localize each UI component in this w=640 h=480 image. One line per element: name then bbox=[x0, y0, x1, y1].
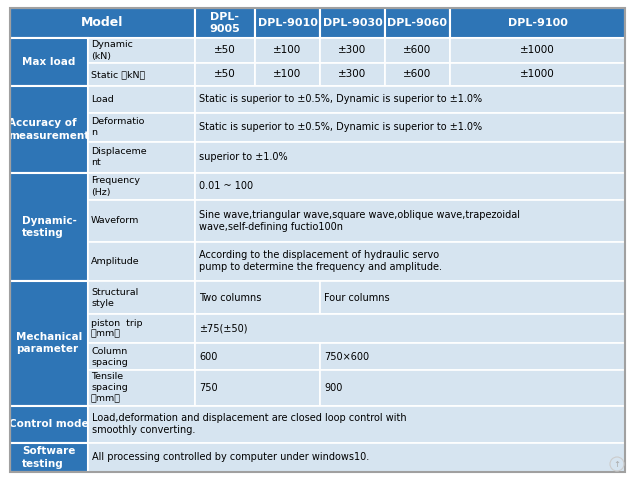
Bar bbox=[320, 38, 385, 63]
Bar bbox=[255, 63, 320, 86]
Text: Deformatio
n: Deformatio n bbox=[91, 117, 145, 137]
Bar bbox=[320, 343, 625, 370]
Text: 750×600: 750×600 bbox=[324, 352, 369, 362]
Bar bbox=[88, 173, 195, 200]
Text: Static is superior to ±0.5%, Dynamic is superior to ±1.0%: Static is superior to ±0.5%, Dynamic is … bbox=[199, 122, 482, 132]
Text: According to the displacement of hydraulic servo
pump to determine the frequency: According to the displacement of hydraul… bbox=[199, 250, 442, 273]
Text: Amplitude: Amplitude bbox=[91, 257, 140, 266]
Bar bbox=[88, 343, 195, 370]
Bar bbox=[88, 38, 195, 63]
Text: Tensile
spacing
（mm）: Tensile spacing （mm） bbox=[91, 372, 128, 404]
Bar bbox=[195, 86, 625, 113]
Text: Two columns: Two columns bbox=[199, 293, 261, 302]
Bar bbox=[195, 142, 625, 173]
Text: Displaceme
nt: Displaceme nt bbox=[91, 147, 147, 168]
Text: Four columns: Four columns bbox=[324, 293, 390, 302]
Bar bbox=[88, 370, 195, 406]
Bar bbox=[88, 86, 195, 113]
Text: Software
testing: Software testing bbox=[22, 446, 76, 468]
Bar bbox=[88, 142, 195, 173]
Text: Control mode: Control mode bbox=[9, 419, 89, 429]
Bar bbox=[255, 8, 320, 38]
Bar bbox=[195, 314, 625, 343]
Text: DPL-9060: DPL-9060 bbox=[387, 18, 447, 28]
Bar bbox=[195, 173, 625, 200]
Text: ±75(±50): ±75(±50) bbox=[199, 324, 248, 334]
Bar bbox=[385, 8, 450, 38]
Text: 900: 900 bbox=[324, 383, 342, 393]
Bar bbox=[88, 63, 195, 86]
Bar bbox=[320, 8, 385, 38]
Bar bbox=[195, 200, 625, 241]
Text: Static is superior to ±0.5%, Dynamic is superior to ±1.0%: Static is superior to ±0.5%, Dynamic is … bbox=[199, 94, 482, 104]
Text: Static （kN）: Static （kN） bbox=[91, 70, 145, 79]
Text: ±50: ±50 bbox=[214, 46, 236, 56]
Text: 750: 750 bbox=[199, 383, 218, 393]
Bar bbox=[450, 8, 625, 38]
Text: ±600: ±600 bbox=[403, 69, 431, 79]
Bar bbox=[450, 63, 625, 86]
Bar bbox=[195, 241, 625, 281]
Bar bbox=[385, 63, 450, 86]
Bar bbox=[10, 173, 88, 281]
Bar bbox=[195, 113, 625, 142]
Bar bbox=[10, 38, 88, 86]
Text: All processing controlled by computer under windows10.: All processing controlled by computer un… bbox=[92, 453, 369, 462]
Bar bbox=[320, 281, 625, 314]
Text: superior to ±1.0%: superior to ±1.0% bbox=[199, 153, 287, 162]
Text: Mechanical
parameter: Mechanical parameter bbox=[16, 332, 82, 354]
Bar bbox=[195, 8, 255, 38]
Bar bbox=[10, 8, 195, 38]
Bar bbox=[255, 38, 320, 63]
Text: Load,deformation and displacement are closed loop control with
smoothly converti: Load,deformation and displacement are cl… bbox=[92, 413, 406, 435]
Bar bbox=[320, 63, 385, 86]
Bar bbox=[10, 281, 88, 406]
Text: Model: Model bbox=[81, 16, 124, 29]
Bar bbox=[450, 38, 625, 63]
Text: Structural
style: Structural style bbox=[91, 288, 138, 308]
Bar bbox=[385, 38, 450, 63]
Text: ±100: ±100 bbox=[273, 69, 301, 79]
Text: Sine wave,triangular wave,square wave,oblique wave,trapezoidal
wave,self-definin: Sine wave,triangular wave,square wave,ob… bbox=[199, 210, 520, 232]
Text: DPL-9030: DPL-9030 bbox=[323, 18, 382, 28]
Text: DPL-
9005: DPL- 9005 bbox=[210, 12, 241, 34]
Bar bbox=[88, 113, 195, 142]
Text: ±100: ±100 bbox=[273, 46, 301, 56]
Bar bbox=[10, 406, 88, 443]
Bar bbox=[10, 86, 88, 173]
Bar bbox=[88, 281, 195, 314]
Text: 600: 600 bbox=[199, 352, 218, 362]
Bar bbox=[195, 281, 320, 314]
Bar bbox=[88, 443, 625, 472]
Text: ±50: ±50 bbox=[214, 69, 236, 79]
Text: DPL-9010: DPL-9010 bbox=[257, 18, 317, 28]
Bar bbox=[195, 63, 255, 86]
Text: Load: Load bbox=[91, 95, 114, 104]
Text: Max load: Max load bbox=[22, 57, 76, 67]
Bar bbox=[88, 200, 195, 241]
Text: DPL-9100: DPL-9100 bbox=[508, 18, 568, 28]
Text: ±300: ±300 bbox=[339, 46, 367, 56]
Text: Frequency
(Hz): Frequency (Hz) bbox=[91, 177, 140, 196]
Bar bbox=[88, 314, 195, 343]
Text: Dynamic
(kN): Dynamic (kN) bbox=[91, 40, 133, 60]
Text: ±300: ±300 bbox=[339, 69, 367, 79]
Bar bbox=[195, 343, 320, 370]
Text: Dynamic-
testing: Dynamic- testing bbox=[22, 216, 76, 238]
Text: 0.01 ~ 100: 0.01 ~ 100 bbox=[199, 181, 253, 192]
Text: Column
spacing: Column spacing bbox=[91, 347, 128, 367]
Text: ±600: ±600 bbox=[403, 46, 431, 56]
Text: ±1000: ±1000 bbox=[520, 46, 555, 56]
Bar bbox=[195, 370, 320, 406]
Text: ±1000: ±1000 bbox=[520, 69, 555, 79]
Text: Accuracy of
measurement: Accuracy of measurement bbox=[8, 118, 90, 141]
Text: ↑: ↑ bbox=[614, 459, 621, 468]
Bar bbox=[320, 370, 625, 406]
Text: Waveform: Waveform bbox=[91, 216, 140, 225]
Text: piston  trip
（mm）: piston trip （mm） bbox=[91, 319, 143, 339]
Bar bbox=[88, 241, 195, 281]
Bar bbox=[10, 443, 88, 472]
Bar bbox=[88, 406, 625, 443]
Bar bbox=[195, 38, 255, 63]
